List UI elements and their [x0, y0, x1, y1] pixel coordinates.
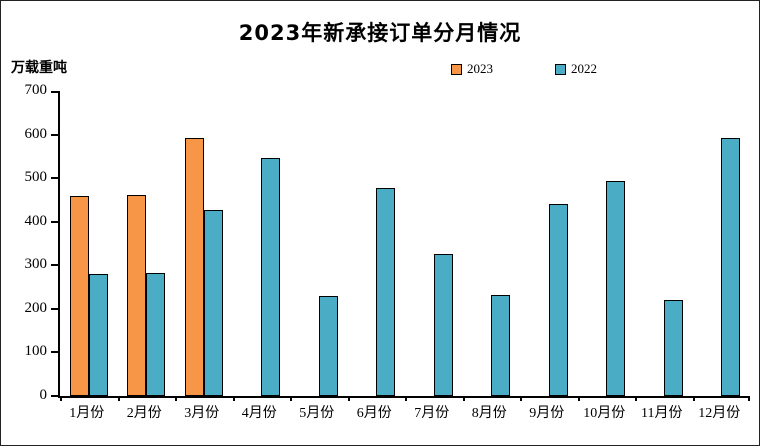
- x-category-label: 5月份: [299, 406, 335, 421]
- x-tick-mark: [462, 396, 465, 401]
- x-tick-mark: [748, 396, 750, 401]
- y-tick-mark: [51, 264, 58, 267]
- bar-2022-2月份: [146, 272, 166, 396]
- y-tick-label: 600: [24, 125, 48, 142]
- x-category-label: 2月份: [126, 406, 162, 421]
- bar-2022-7月份: [433, 253, 453, 396]
- bar-2023-2月份: [127, 194, 147, 396]
- y-tick-mark: [51, 351, 58, 354]
- legend-item-2022: 2022: [555, 61, 597, 77]
- y-tick-label: 100: [24, 343, 48, 360]
- y-tick-label: 500: [24, 169, 48, 186]
- bar-2022-6月份: [376, 188, 396, 396]
- x-tick-mark: [175, 396, 177, 401]
- bar-2022-9月份: [548, 204, 568, 396]
- bar-2022-10月份: [606, 181, 626, 396]
- y-tick-mark: [51, 395, 58, 397]
- x-tick-mark: [692, 396, 695, 401]
- legend-swatch-2022: [555, 63, 566, 75]
- bar-2022-1月份: [88, 274, 108, 396]
- y-tick-label: 300: [24, 256, 48, 273]
- y-tick-mark: [51, 307, 58, 310]
- y-tick-label: 200: [24, 299, 48, 316]
- bar-2023-3月份: [184, 137, 204, 396]
- x-tick-mark: [117, 396, 120, 401]
- plot-area: [58, 91, 750, 401]
- y-tick-mark: [51, 220, 58, 223]
- x-category-label: 9月份: [529, 406, 565, 421]
- y-axis-unit-label: 万载重吨: [11, 60, 67, 76]
- x-tick-mark: [290, 396, 292, 401]
- x-category-label: 12月份: [698, 406, 741, 421]
- x-category-label: 1月份: [69, 406, 105, 421]
- legend-label: 2023: [467, 61, 493, 76]
- y-tick-mark: [51, 133, 58, 136]
- x-tick-mark: [347, 396, 350, 401]
- bar-2022-8月份: [491, 294, 511, 396]
- bar-2022-11月份: [663, 300, 683, 396]
- x-tick-mark: [60, 396, 62, 401]
- bar-2022-5月份: [318, 295, 338, 396]
- y-tick-mark: [51, 177, 58, 180]
- bar-2022-4月份: [261, 157, 281, 396]
- x-tick-mark: [520, 396, 522, 401]
- bar-2023-1月份: [69, 195, 89, 396]
- y-tick-mark: [51, 91, 58, 93]
- x-tick-mark: [405, 396, 407, 401]
- x-axis-labels: 1月份 2月份 3月份 4月份 5月份 6月份 7月份 8月份 9月份 10月份 11月份 12月份: [58, 402, 748, 424]
- x-category-label: 7月份: [414, 406, 450, 421]
- x-category-label: 3月份: [184, 406, 220, 421]
- legend-label: 2022: [571, 61, 597, 76]
- y-tick-label: 0: [39, 387, 48, 403]
- x-category-label: 6月份: [356, 406, 392, 421]
- x-category-label: 11月份: [641, 406, 683, 421]
- legend-swatch-2023: [451, 63, 462, 75]
- y-tick-label: 400: [24, 212, 48, 229]
- y-tick-label: 700: [24, 82, 48, 98]
- x-category-label: 4月份: [241, 406, 277, 421]
- y-axis: 0 100 200 300 400 500 600 700: [1, 82, 58, 403]
- x-tick-mark: [232, 396, 235, 401]
- x-tick-mark: [577, 396, 580, 401]
- chart-title: 2023年新承接订单分月情况: [238, 21, 522, 45]
- x-category-label: 10月份: [583, 406, 626, 421]
- bar-2022-3月份: [203, 209, 223, 396]
- legend: 2023 2022: [451, 61, 597, 77]
- bar-2022-12月份: [721, 138, 741, 396]
- legend-item-2023: 2023: [451, 61, 493, 77]
- x-tick-mark: [635, 396, 637, 401]
- x-category-label: 8月份: [471, 406, 507, 421]
